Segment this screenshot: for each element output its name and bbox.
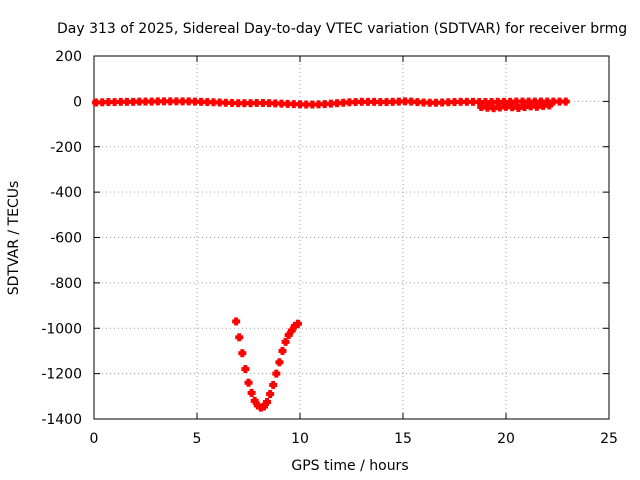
tick-labels: 0 5 10 15 20 25 200 0 -200 -400 -600 -800 -1000 -1200… xyxy=(41,49,618,447)
y-tick-label: 0 xyxy=(73,94,82,110)
y-tick-label: -1000 xyxy=(41,321,82,337)
data-point xyxy=(272,369,281,378)
x-axis-title: GPS time / hours xyxy=(291,458,408,474)
data-point xyxy=(266,390,275,399)
y-tick-label: -800 xyxy=(50,276,82,292)
y-tick-label: 200 xyxy=(55,49,82,65)
data-point xyxy=(232,317,241,326)
plot-frame xyxy=(93,55,610,420)
y-tick-label: -400 xyxy=(50,185,82,201)
grid-lines xyxy=(94,56,609,419)
data-point xyxy=(293,319,302,328)
data-point xyxy=(545,101,554,110)
chart-title: Day 313 of 2025, Sidereal Day-to-day VTE… xyxy=(57,21,627,37)
data-point xyxy=(263,397,272,406)
y-tick-label: -200 xyxy=(50,140,82,156)
y-tick-label: -600 xyxy=(50,231,82,247)
x-tick-label: 20 xyxy=(497,431,515,447)
data-point xyxy=(241,365,250,374)
y-tick-label: -1200 xyxy=(41,367,82,383)
x-tick-label: 0 xyxy=(90,431,99,447)
data-point xyxy=(561,97,570,106)
data-point xyxy=(247,388,256,397)
y-axis-title: SDTVAR / TECUs xyxy=(6,181,22,296)
data-point xyxy=(278,346,287,355)
data-point xyxy=(235,333,244,342)
x-tick-label: 15 xyxy=(394,431,412,447)
data-point xyxy=(275,358,284,367)
data-series xyxy=(92,97,570,412)
x-tick-label: 5 xyxy=(193,431,202,447)
data-point xyxy=(238,349,247,358)
axis-frame xyxy=(93,55,610,420)
x-tick-label: 25 xyxy=(600,431,618,447)
y-tick-label: -1400 xyxy=(41,412,82,428)
data-point xyxy=(281,337,290,346)
data-point xyxy=(269,380,278,389)
data-point xyxy=(244,378,253,387)
x-tick-label: 10 xyxy=(291,431,309,447)
